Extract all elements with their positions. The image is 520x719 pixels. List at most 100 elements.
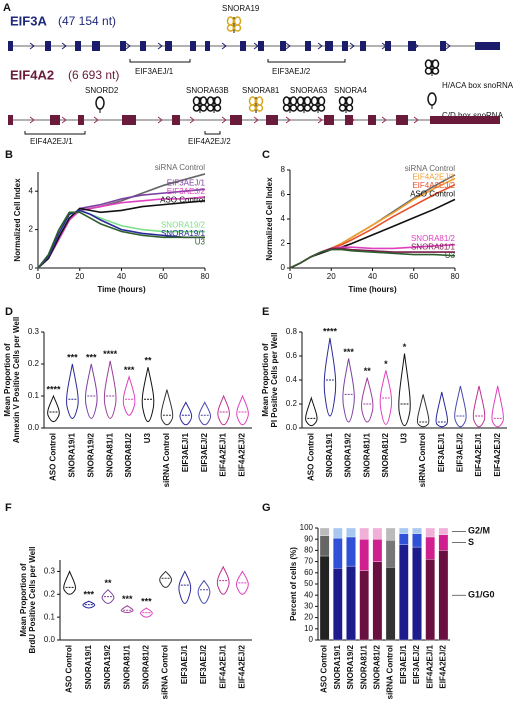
y-axis-label: Mean Proportion of: [19, 563, 28, 637]
significance: **: [144, 356, 152, 366]
significance: **: [104, 578, 112, 588]
exon: [385, 41, 391, 51]
snorna-icon: [289, 96, 298, 106]
bar-segment: [333, 568, 343, 641]
significance: ****: [46, 384, 61, 394]
violin: [47, 394, 60, 423]
y-tick-label: 70: [304, 557, 313, 566]
bar-segment: [359, 527, 369, 540]
strand-arrow: [381, 116, 387, 124]
x-tick-label: EIF4A2EJ/1: [219, 432, 228, 476]
x-tick-label: 0: [36, 272, 41, 281]
snorna-icon: [282, 104, 291, 112]
strand-arrow: [221, 42, 227, 50]
strand-arrow: [317, 116, 323, 124]
x-tick-label: siRNA Control: [162, 433, 171, 487]
snorna-label: SNORD2: [85, 86, 119, 95]
y-tick-label: 2: [29, 225, 34, 234]
bar-segment: [385, 527, 396, 541]
snorna-icon: [192, 104, 201, 112]
bar-segment: [412, 527, 422, 534]
y-tick-label: 0.4: [286, 375, 298, 384]
x-tick-label: SNORA19/1: [67, 432, 76, 477]
y-tick-label: 90: [304, 534, 313, 543]
x-tick-label: SNORA81/1: [362, 432, 371, 477]
violin: [342, 358, 355, 423]
x-tick-label: EIF3AEJ/2: [199, 644, 208, 684]
exon: [8, 41, 13, 51]
x-tick-label: SNORA19/1: [333, 644, 342, 689]
series-label: SNORA19/2: [161, 221, 206, 230]
junction-bracket: [204, 131, 221, 135]
x-tick-label: 60: [159, 272, 168, 281]
junction-bracket: [129, 59, 191, 63]
strand-arrow: [349, 42, 355, 50]
x-tick-label: SNORA81/1: [105, 432, 114, 477]
significance: *: [403, 342, 407, 352]
violin: [66, 363, 79, 419]
exon: [240, 41, 246, 51]
bar-segment: [399, 533, 409, 545]
panel-label: G: [262, 502, 271, 514]
snorna-icon: [345, 104, 354, 112]
x-tick-label: SNORA19/2: [86, 432, 95, 477]
y-tick-label: 0.3: [28, 327, 40, 336]
x-tick-label: EIF3AEJ/1: [181, 432, 190, 472]
series-label: siRNA Control: [155, 163, 205, 172]
x-tick-label: SNORA19/2: [344, 432, 353, 477]
y-tick-label: 0.1: [28, 391, 40, 400]
x-tick-label: 0: [288, 272, 293, 281]
snorna-icon: [345, 96, 354, 106]
violin: [197, 579, 211, 604]
y-tick-label: 30: [304, 602, 313, 611]
snorna-icon: [289, 104, 298, 112]
bar-segment: [385, 540, 396, 568]
x-tick-label: siRNA Control: [161, 645, 170, 699]
snorna-icon: [206, 96, 215, 106]
x-tick-label: ASO Control: [49, 433, 58, 481]
significance: *: [384, 359, 388, 369]
x-tick-label: SNORA19/2: [103, 644, 112, 689]
violin: [379, 370, 393, 425]
y-tick-label: 50: [304, 579, 313, 588]
snorna-icon: [431, 67, 440, 75]
snorna-icon: [248, 96, 257, 106]
y-tick-label: 0.2: [286, 399, 298, 408]
exon: [305, 41, 311, 51]
strand-arrow: [413, 116, 419, 124]
exon: [75, 41, 81, 51]
exon: [45, 41, 51, 51]
utr: [430, 116, 500, 124]
significance: ****: [103, 349, 118, 359]
exon: [258, 41, 264, 51]
bar-segment: [399, 527, 409, 534]
x-tick-label: EIF4A2EJ/2: [439, 644, 448, 688]
strand-arrow: [157, 116, 163, 124]
x-tick-label: EIF3AEJ/2: [456, 432, 465, 472]
gene-name: EIF3A: [10, 13, 47, 28]
utr: [475, 42, 500, 50]
snorna-icon: [296, 96, 305, 106]
snorna-icon: [424, 67, 433, 75]
y-axis-label: Normalized Cell Index: [265, 177, 274, 261]
snorna-icon: [226, 24, 235, 32]
bar-segment: [399, 544, 409, 641]
violin: [236, 394, 249, 426]
y-tick-label: 60: [304, 568, 313, 577]
bar-segment: [359, 539, 369, 571]
snorna-icon: [248, 104, 257, 112]
series-label: EIF4A2EJ/2: [412, 181, 455, 190]
exon: [280, 41, 286, 51]
snorna-icon: [338, 104, 347, 112]
y-tick-label: 0.2: [28, 359, 40, 368]
gene-name: EIF4A2: [10, 67, 54, 82]
violin: [491, 385, 504, 428]
exon: [165, 41, 172, 51]
y-tick-label: 0.1: [44, 612, 56, 621]
x-axis-label: Time (hours): [348, 285, 397, 294]
snorna-icon: [233, 24, 242, 32]
snorna-icon: [95, 96, 105, 110]
exon: [368, 115, 376, 125]
panel-label: C: [262, 149, 270, 161]
